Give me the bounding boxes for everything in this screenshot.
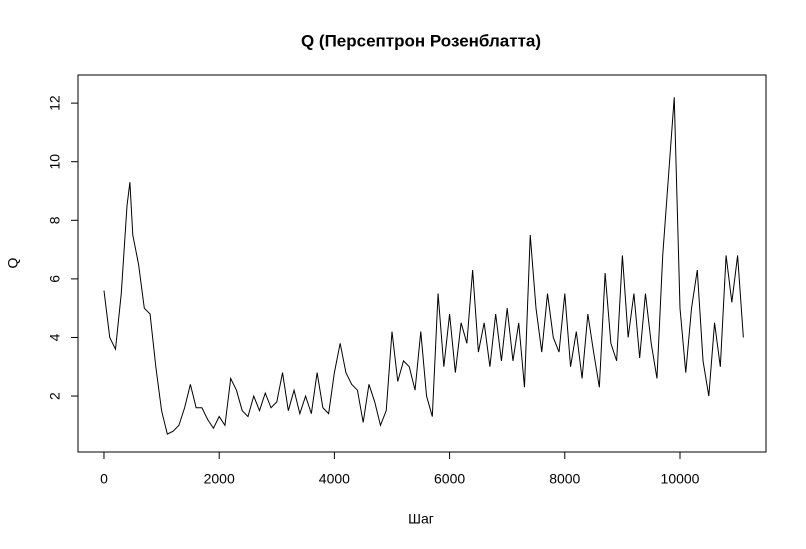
y-axis-label: Q [5,257,21,268]
x-tick-label: 10000 [661,471,700,487]
x-axis-label: Шаг [408,511,434,527]
y-tick-label: 6 [47,275,63,283]
y-tick-label: 10 [47,154,63,170]
x-tick-label: 0 [100,471,108,487]
x-tick-label: 6000 [434,471,465,487]
y-tick-label: 4 [47,333,63,341]
y-tick-label: 12 [47,95,63,111]
y-tick-label: 8 [47,216,63,224]
y-tick-label: 2 [47,392,63,400]
chart-title: Q (Персептрон Розенблатта) [301,31,541,50]
x-tick-label: 4000 [319,471,350,487]
x-tick-label: 8000 [549,471,580,487]
x-tick-label: 2000 [204,471,235,487]
data-line [103,97,744,435]
